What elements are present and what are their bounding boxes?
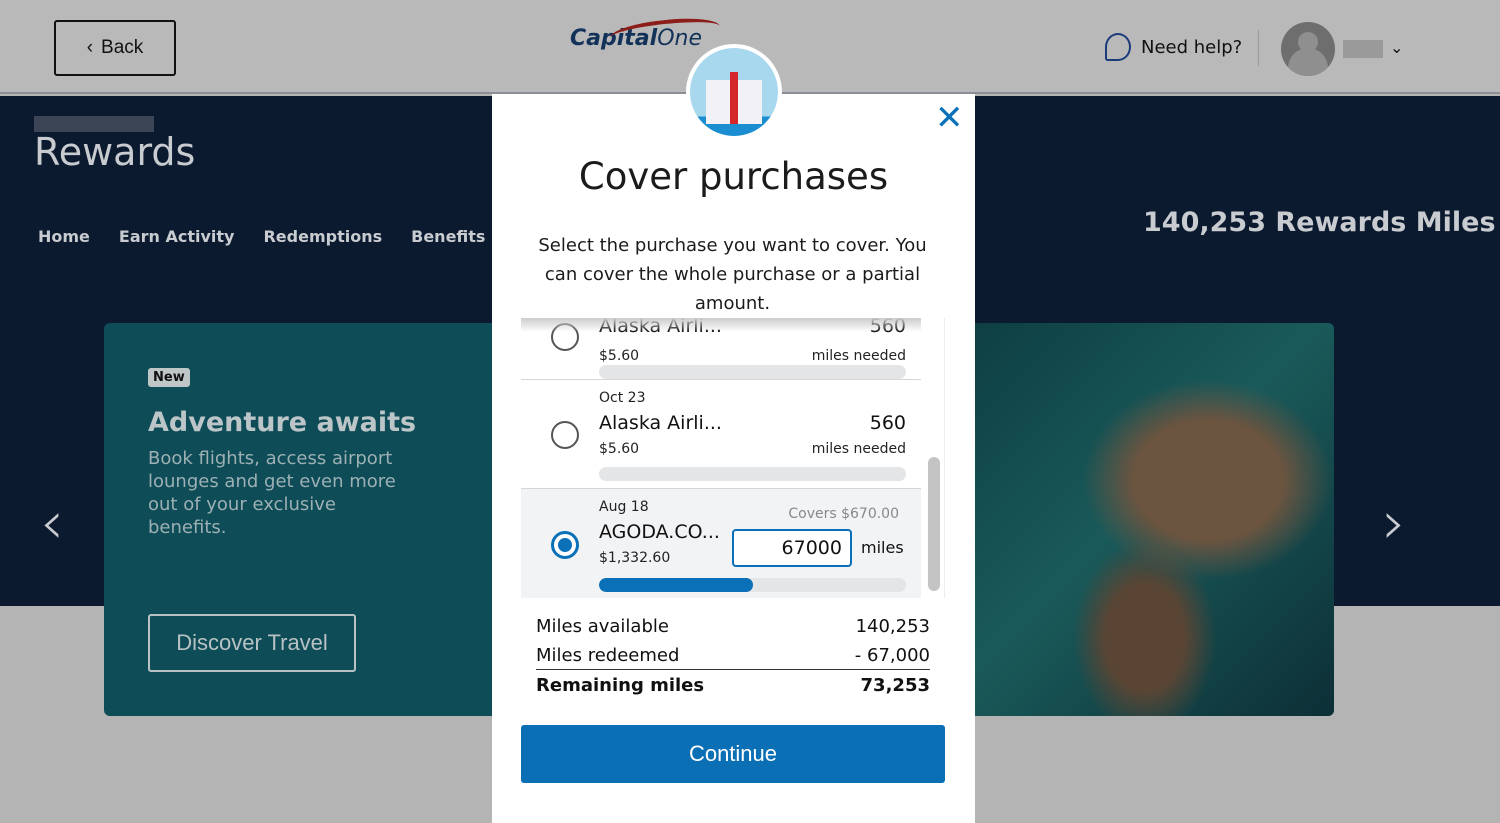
gift-icon [686,44,782,140]
nav-earn-activity[interactable]: Earn Activity [118,227,235,246]
username-redacted [1343,40,1383,58]
account-name-redacted [34,116,154,132]
progress-bar [599,365,906,379]
divider [1258,30,1259,66]
rewards-nav: Home Earn Activity Redemptions Benefits [38,227,485,246]
scroll-shadow [521,318,921,332]
chevron-down-icon[interactable]: ⌄ [1390,38,1404,57]
miles-input[interactable]: 67000 [732,529,852,567]
back-button[interactable]: ‹ Back [54,20,176,76]
radio-button-selected[interactable] [551,531,579,559]
progress-bar [599,467,906,481]
miles-balance: 140,253 Rewards Miles [1143,207,1496,238]
nav-home[interactable]: Home [38,227,90,246]
miles-redeemed-row: Miles redeemed - 67,000 [536,645,930,670]
need-help-link[interactable]: Need help? [1105,33,1242,61]
carousel-prev-icon[interactable]: ‹ [40,488,64,558]
covers-amount: Covers $670.00 [788,506,899,522]
progress-bar [599,578,906,592]
avatar[interactable] [1281,22,1335,76]
chat-icon [1105,33,1131,61]
purchase-list[interactable]: Alaska Airli... $5.60 560 miles needed O… [521,318,945,598]
discover-travel-button[interactable]: Discover Travel [148,614,356,672]
miles-available-row: Miles available 140,253 [536,616,930,637]
modal-description: Select the purchase you want to cover. Y… [538,235,927,314]
capital-one-logo[interactable]: CapitalOne [570,14,721,51]
coast-photo [914,323,1334,716]
purchase-item-selected[interactable]: Aug 18 AGODA.CO... $1,332.60 Covers $670… [521,489,921,598]
purchase-item[interactable]: Oct 23 Alaska Airli... $5.60 560 miles n… [521,380,921,489]
nav-benefits[interactable]: Benefits [411,227,486,246]
chevron-left-icon: ‹ [86,37,94,58]
nav-redemptions[interactable]: Redemptions [263,227,383,246]
remaining-miles-row: Remaining miles 73,253 [536,675,930,696]
close-icon[interactable]: ✕ [935,98,964,138]
continue-button[interactable]: Continue [521,725,945,783]
radio-button[interactable] [551,421,579,449]
new-badge: New [148,368,190,387]
modal-title: Cover purchases [578,155,889,198]
page-title: Rewards [34,130,196,174]
cover-purchases-modal [492,94,975,823]
carousel-next-icon[interactable]: › [1382,488,1406,558]
promo-title: Adventure awaits [148,407,417,438]
scrollbar[interactable] [928,457,940,591]
promo-description: Book flights, access airport lounges and… [148,448,396,538]
